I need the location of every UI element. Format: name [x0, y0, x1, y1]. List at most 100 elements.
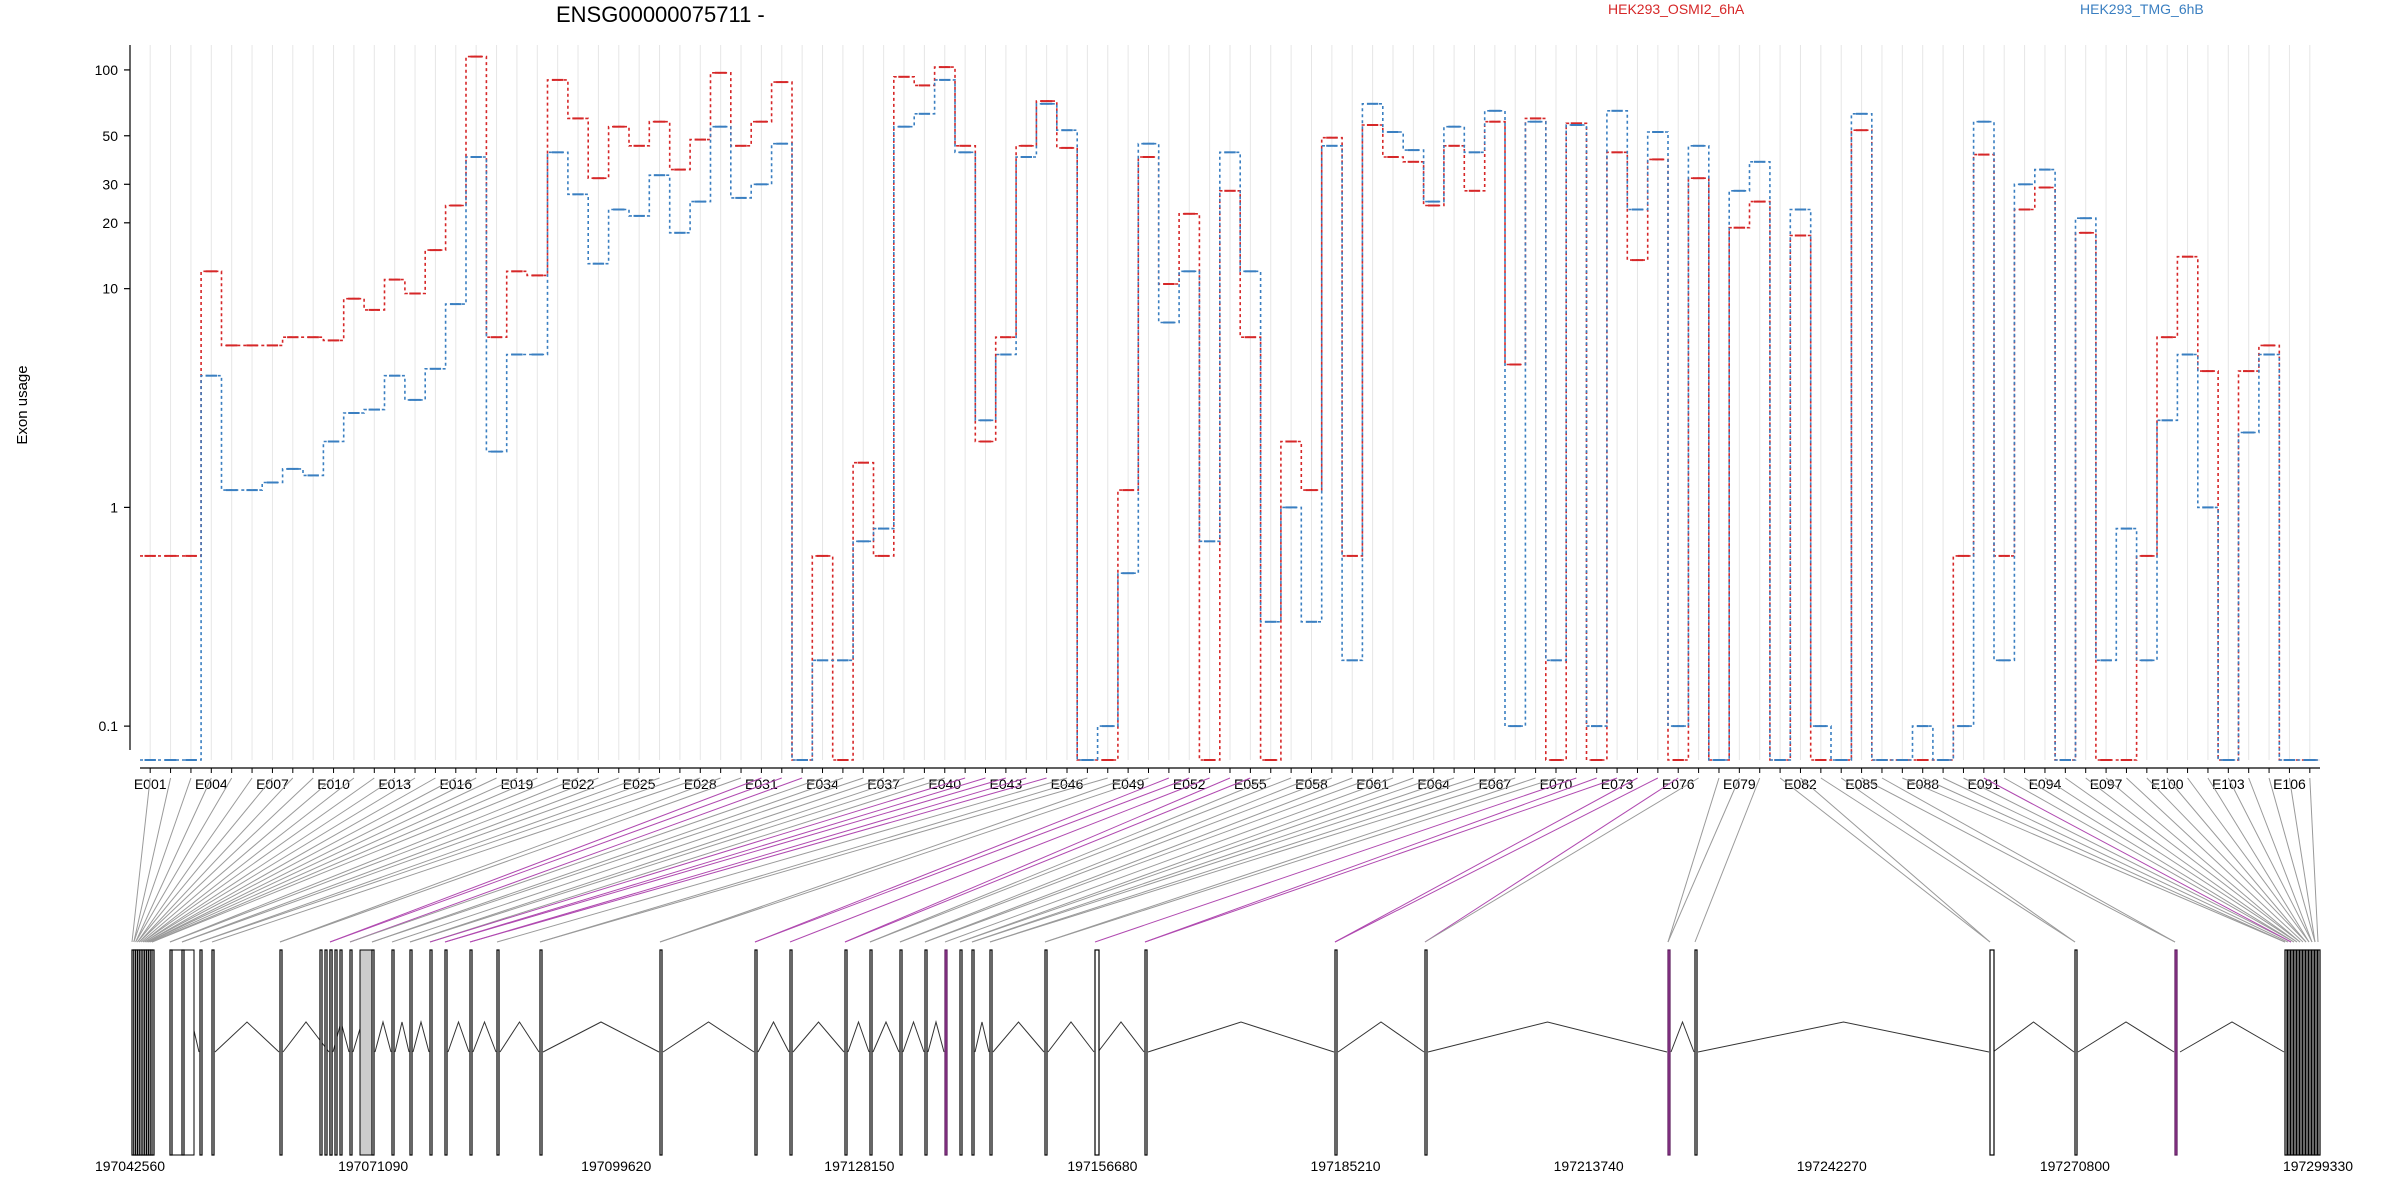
exon-connector	[135, 777, 212, 943]
exon-box	[844, 949, 848, 1156]
exon-connector	[137, 777, 273, 943]
exon-box	[539, 949, 543, 1156]
y-tick-label: 30	[102, 176, 118, 192]
exon-connector	[539, 777, 1088, 943]
x-tick-label: E055	[1234, 776, 1267, 792]
exon-connector	[137, 777, 253, 943]
exon-box	[1424, 949, 1428, 1156]
exon-connector	[2248, 777, 2313, 943]
x-tick-label: E001	[134, 776, 167, 792]
x-tick-label: E088	[1906, 776, 1939, 792]
exon-connector	[754, 777, 1170, 943]
exon-box	[279, 949, 283, 1156]
exon-box	[151, 949, 155, 1156]
exon-connector	[496, 777, 1068, 943]
exon-box	[339, 949, 343, 1156]
genomic-tick-label: 197128150	[824, 1158, 894, 1174]
y-axis-label: Exon usage	[14, 365, 31, 444]
exon-connector	[2126, 777, 2304, 943]
exon-connector	[2227, 777, 2313, 943]
exon-connector	[469, 777, 1047, 943]
exon-connector	[1881, 777, 2176, 943]
genomic-tick-label: 197156680	[1067, 1158, 1137, 1174]
exon-box	[2293, 949, 2297, 1156]
exon-connector	[869, 777, 1271, 943]
exon-connector	[971, 777, 1455, 943]
exon-connector	[146, 777, 457, 943]
y-tick-label: 10	[102, 281, 118, 297]
x-tick-label: E004	[195, 776, 228, 792]
exon-connector	[989, 777, 1496, 943]
intron-line	[1047, 1021, 1095, 1053]
intron-line	[757, 1020, 790, 1053]
genomic-tick-label: 197299330	[2283, 1158, 2353, 1174]
exon-connector	[444, 777, 1007, 943]
exon-connector	[169, 777, 599, 943]
exon-connector	[169, 777, 579, 943]
exon-box	[211, 949, 215, 1156]
exon-box	[349, 949, 353, 1156]
intron-line	[927, 1020, 945, 1053]
intron-line	[1992, 1021, 2075, 1053]
exon-connector	[371, 777, 864, 943]
x-tick-label: E013	[378, 776, 411, 792]
exon-connector	[149, 777, 518, 943]
x-tick-label: E079	[1723, 776, 1756, 792]
exon-connector	[1922, 777, 2286, 943]
x-tick-label: E010	[317, 776, 350, 792]
exon-connector	[2065, 777, 2298, 943]
genomic-tick-label: 197099620	[581, 1158, 651, 1174]
exon-connector	[148, 777, 477, 943]
x-tick-label: E058	[1295, 776, 1328, 792]
exon-box	[1667, 949, 1671, 1156]
exon-box	[444, 949, 448, 1156]
exon-connector	[2003, 777, 2295, 943]
exon-connector	[444, 777, 986, 943]
intron-line	[447, 1020, 470, 1053]
exon-box	[1144, 949, 1148, 1156]
exon-connector	[1800, 777, 1991, 943]
exon-connector	[1840, 777, 2076, 943]
exon-connector	[135, 777, 233, 943]
intron-line	[847, 1020, 870, 1053]
exon-box	[324, 949, 328, 1156]
exon-connector	[899, 777, 1312, 943]
exon-connector	[1667, 777, 1720, 943]
exon-connector	[1144, 777, 1597, 943]
intron-line	[1427, 1021, 1668, 1053]
exon-connector	[144, 777, 395, 943]
exon-box	[959, 949, 963, 1156]
exon-box	[2308, 949, 2312, 1156]
exon-connector	[1820, 777, 2076, 943]
exon-connector	[279, 777, 742, 943]
exon-box	[2290, 949, 2294, 1156]
intron-line	[792, 1021, 845, 1053]
y-tick-label: 0.1	[99, 718, 119, 734]
intron-line	[214, 1021, 280, 1053]
y-tick-label: 20	[102, 215, 118, 231]
exon-connector	[146, 777, 436, 943]
exon-connector	[1667, 777, 1740, 943]
exon-connector	[844, 777, 1231, 943]
exon-box	[1989, 949, 1995, 1156]
exon-connector	[371, 777, 844, 943]
exon-connector	[659, 777, 1149, 943]
exon-connector	[429, 777, 945, 943]
y-axis: 0.1 1 10 20 30 50 100	[95, 45, 131, 750]
intron-line	[1670, 1020, 1695, 1053]
exon-connector	[181, 777, 619, 943]
exon-connector	[944, 777, 1394, 943]
x-tick-label: E091	[1967, 776, 2000, 792]
exon-connector	[844, 777, 1251, 943]
genomic-tick-label: 197213740	[1554, 1158, 1624, 1174]
exon-connector	[349, 777, 823, 943]
exon-connector	[199, 777, 660, 943]
chart-title: ENSG00000075711 -	[556, 2, 765, 27]
series-line-b	[140, 79, 2320, 761]
exon-connector	[2085, 777, 2301, 943]
intron-line	[662, 1021, 755, 1053]
exon-box	[1044, 949, 1048, 1156]
exon-connector	[2187, 777, 2310, 943]
exon-connector	[924, 777, 1353, 943]
exon-connector	[1424, 777, 1699, 943]
